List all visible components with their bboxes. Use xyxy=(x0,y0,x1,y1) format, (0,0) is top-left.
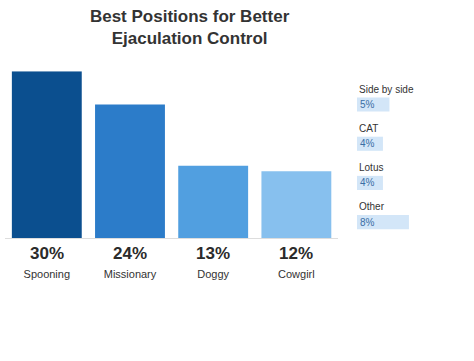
svg-text:4%: 4% xyxy=(360,177,375,188)
svg-text:12%: 12% xyxy=(279,244,313,263)
svg-text:5%: 5% xyxy=(360,99,375,110)
svg-text:4%: 4% xyxy=(360,138,375,149)
svg-text:Spooning: Spooning xyxy=(24,268,71,280)
svg-text:CAT: CAT xyxy=(359,123,378,134)
svg-text:Cowgirl: Cowgirl xyxy=(278,268,315,280)
svg-text:13%: 13% xyxy=(196,244,230,263)
svg-text:Side by side: Side by side xyxy=(359,84,414,95)
svg-text:Other: Other xyxy=(359,201,385,212)
svg-text:24%: 24% xyxy=(113,244,147,263)
svg-text:8%: 8% xyxy=(360,217,375,228)
svg-text:Lotus: Lotus xyxy=(359,162,383,173)
svg-text:Missionary: Missionary xyxy=(104,268,157,280)
svg-text:Best Positions for BetterEjacu: Best Positions for BetterEjaculation Con… xyxy=(90,7,290,48)
svg-text:Doggy: Doggy xyxy=(197,268,229,280)
svg-text:30%: 30% xyxy=(30,244,64,263)
